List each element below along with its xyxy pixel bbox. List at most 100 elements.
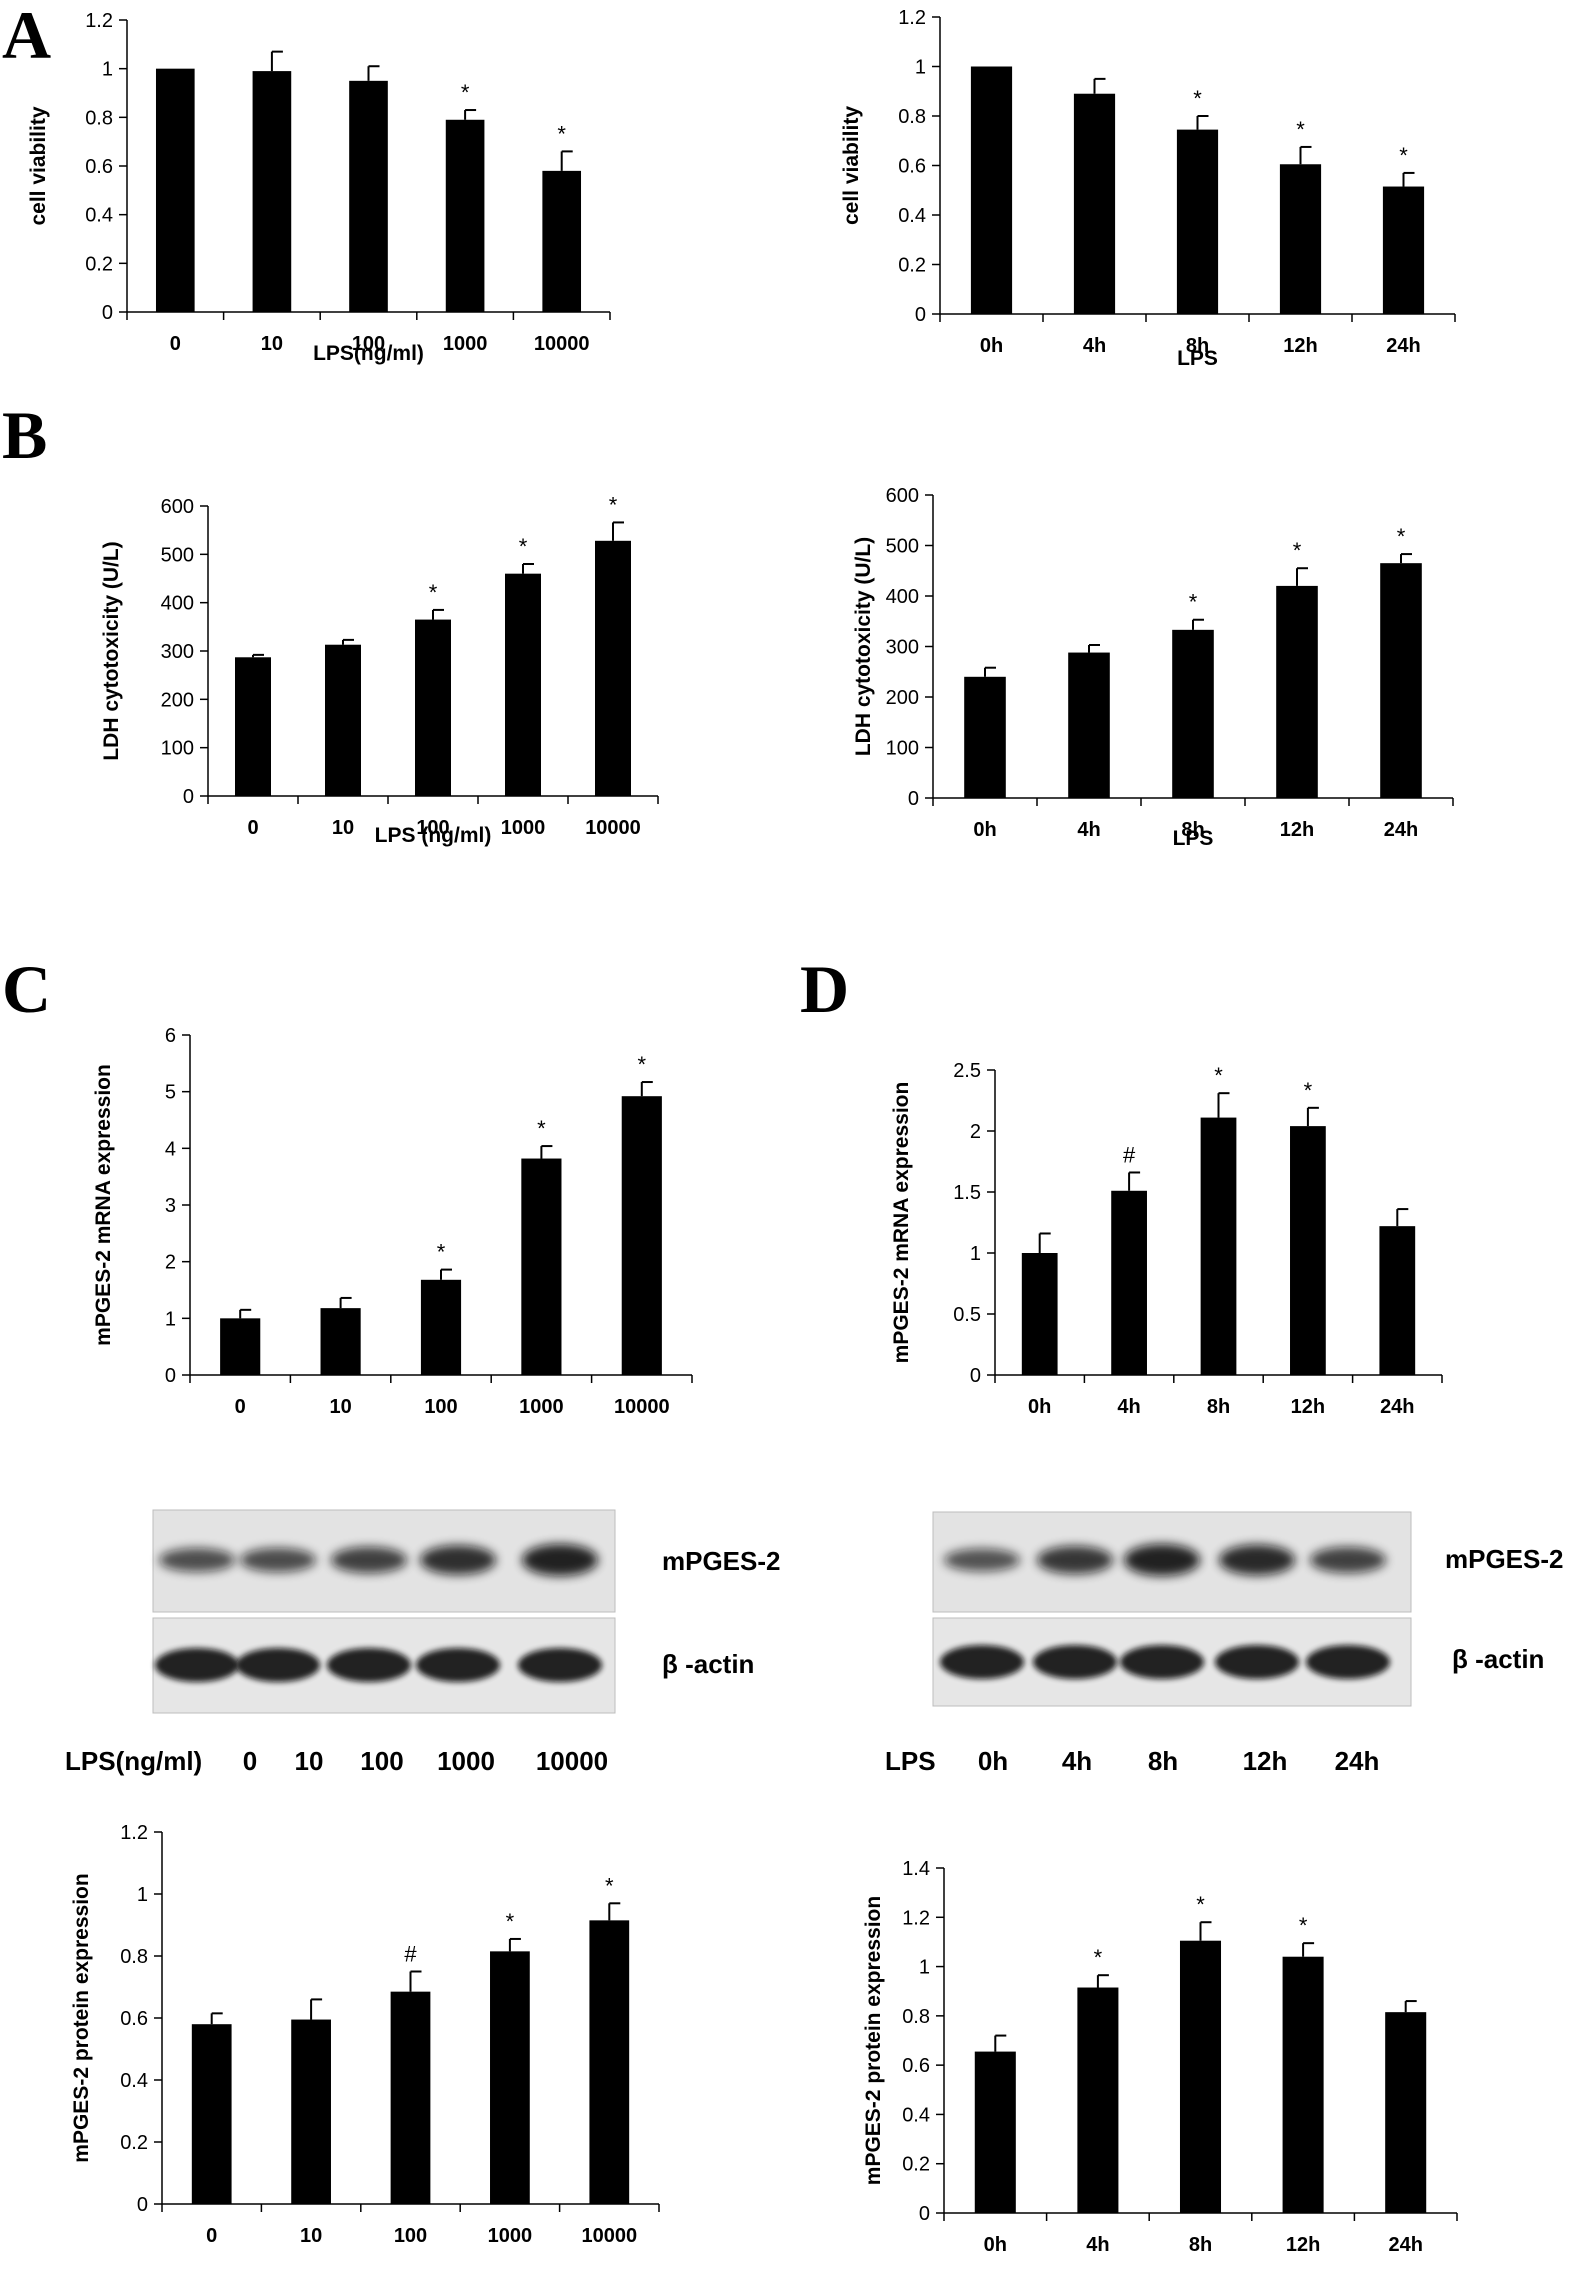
- significance-marker: *: [1296, 117, 1305, 142]
- x-tick-label: 100: [424, 1396, 457, 1418]
- bar: [220, 1318, 261, 1375]
- western-blot-d: mPGES-2 β -actin LPS 0h 4h 8h 12h 24h: [885, 1511, 1564, 1776]
- significance-marker: *: [638, 1052, 647, 1077]
- significance-marker: #: [404, 1942, 417, 1967]
- x-tick-label: 0: [170, 333, 181, 355]
- x-tick-label: 0: [247, 817, 258, 839]
- y-tick-label: 5: [165, 1082, 176, 1104]
- bar: [542, 170, 582, 312]
- bar: [1200, 1117, 1237, 1375]
- y-axis-title: LDH cytotoxicity (U/L): [100, 541, 123, 760]
- y-tick-label: 400: [161, 593, 194, 615]
- bar: [1172, 629, 1214, 798]
- bar: [291, 2019, 331, 2204]
- blot-c-lane-prefix: LPS(ng/ml): [65, 1746, 202, 1776]
- bar: [521, 1158, 562, 1375]
- x-axis-title: LPS(ng/ml): [313, 342, 424, 365]
- blot-lane-label: 100: [360, 1746, 403, 1776]
- blot-d-band-label-actin: β -actin: [1452, 1644, 1544, 1674]
- significance-marker: *: [429, 580, 438, 605]
- blot-lane-label: 10: [295, 1746, 324, 1776]
- chart-b-ldh-dose: 0 100 200 300 400 500 600 0 10 100 * 1000 * 10000 * LPS…: [100, 492, 659, 847]
- mpges2-band: [1219, 1544, 1295, 1576]
- x-tick-label: 10000: [534, 333, 590, 355]
- y-tick-label: 1.5: [953, 1182, 981, 1204]
- x-tick-label: 0h: [984, 2234, 1007, 2256]
- blot-lane-label: 8h: [1148, 1746, 1178, 1776]
- y-tick-label: 300: [161, 641, 194, 663]
- x-axis-title: LPS: [1177, 347, 1218, 370]
- x-tick-label: 1000: [501, 817, 546, 839]
- y-tick-label: 1.2: [898, 7, 926, 29]
- x-tick-label: 1000: [519, 1396, 564, 1418]
- bar: [1380, 563, 1422, 798]
- x-tick-label: 10000: [581, 2225, 637, 2247]
- y-axis-title: mPGES-2 mRNA expression: [92, 1064, 115, 1346]
- x-tick-label: 24h: [1388, 2234, 1422, 2256]
- significance-marker: *: [1189, 590, 1198, 615]
- y-tick-label: 600: [161, 496, 194, 518]
- y-tick-label: 0.6: [120, 2008, 148, 2030]
- x-tick-label: 4h: [1077, 819, 1100, 841]
- y-axis-title: cell viability: [840, 106, 863, 225]
- actin-band: [327, 1648, 411, 1682]
- panel-letter-a: A: [2, 0, 51, 73]
- bar: [235, 657, 271, 796]
- significance-marker: *: [1293, 538, 1302, 563]
- actin-band: [940, 1645, 1024, 1679]
- y-tick-label: 0: [915, 304, 926, 326]
- y-tick-label: 0.6: [85, 156, 113, 178]
- x-tick-label: 8h: [1189, 2234, 1212, 2256]
- actin-band: [1120, 1645, 1204, 1679]
- y-tick-label: 1.4: [902, 1858, 930, 1880]
- bar: [1176, 129, 1219, 314]
- x-tick-label: 1000: [443, 333, 488, 355]
- panel-letter-d: D: [800, 951, 849, 1027]
- bar: [1077, 1987, 1119, 2213]
- significance-marker: *: [519, 534, 528, 559]
- y-tick-label: 0.6: [902, 2055, 930, 2077]
- blot-lane-label: 10000: [536, 1746, 608, 1776]
- y-tick-label: 200: [886, 687, 919, 709]
- x-tick-label: 10: [329, 1396, 351, 1418]
- significance-marker: *: [1397, 524, 1406, 549]
- panel-letter-c: C: [2, 951, 51, 1027]
- y-tick-label: 2: [970, 1121, 981, 1143]
- x-tick-label: 10: [300, 2225, 322, 2247]
- x-tick-label: 12h: [1280, 819, 1314, 841]
- blot-d-band-label-mpges2: mPGES-2: [1445, 1544, 1564, 1574]
- panel-letter-b: B: [2, 397, 47, 473]
- mpges2-band: [1037, 1545, 1113, 1575]
- y-tick-label: 0.4: [85, 205, 113, 227]
- blot-c-bands: [155, 1544, 602, 1682]
- y-tick-label: 0.4: [120, 2070, 148, 2092]
- bar: [252, 71, 292, 312]
- y-tick-label: 0: [165, 1365, 176, 1387]
- y-tick-label: 2.5: [953, 1060, 981, 1082]
- bar: [320, 1308, 361, 1375]
- y-tick-label: 0: [183, 786, 194, 808]
- bar: [1290, 1126, 1326, 1375]
- x-tick-label: 24h: [1386, 335, 1420, 357]
- y-tick-label: 0.8: [120, 1946, 148, 1968]
- chart-b-ldh-time: 0 100 200 300 400 500 600 0h 4h 8h * 12h * 24h * LPS LDH…: [852, 485, 1454, 850]
- blot-lane-label: 0: [243, 1746, 257, 1776]
- significance-marker: *: [1304, 1078, 1313, 1103]
- x-tick-label: 4h: [1086, 2234, 1109, 2256]
- significance-marker: *: [537, 1116, 546, 1141]
- y-tick-label: 0.4: [902, 2104, 930, 2126]
- significance-marker: *: [609, 492, 618, 517]
- blot-lane-label: 12h: [1243, 1746, 1288, 1776]
- y-tick-label: 1: [137, 1884, 148, 1906]
- y-axis-title: mPGES-2 protein expression: [862, 1896, 885, 2185]
- x-axis-title: LPS: [1173, 827, 1214, 850]
- bar: [1379, 1226, 1416, 1375]
- y-tick-label: 100: [886, 738, 919, 760]
- x-tick-label: 0h: [980, 335, 1003, 357]
- x-tick-label: 0h: [1028, 1396, 1051, 1418]
- x-axis-title: LPS (ng/ml): [375, 824, 492, 847]
- blot-c-band-label-actin: β -actin: [662, 1649, 754, 1679]
- blot-c-band-label-mpges2: mPGES-2: [662, 1546, 781, 1576]
- blot-lane-label: 0h: [978, 1746, 1008, 1776]
- significance-marker: *: [1196, 1892, 1205, 1917]
